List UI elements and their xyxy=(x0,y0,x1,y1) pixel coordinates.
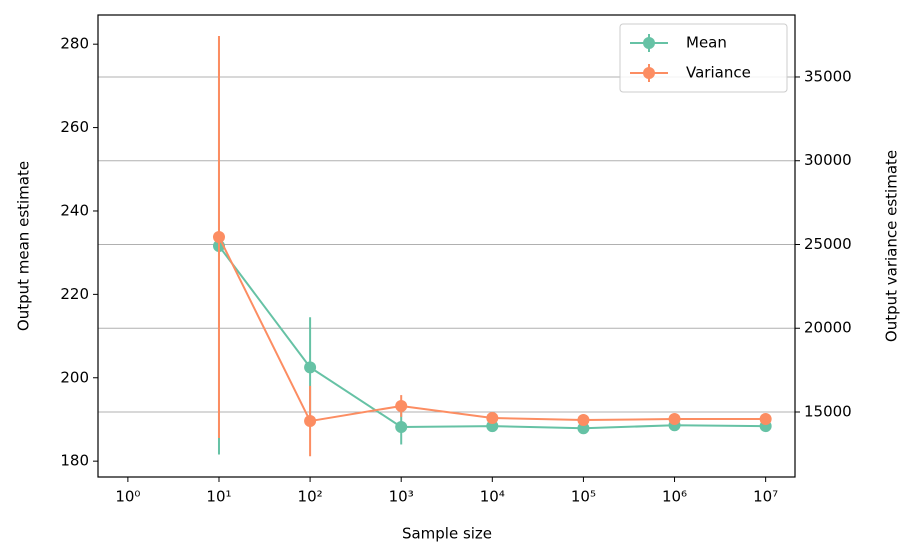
x-tick-label: 10³ xyxy=(389,488,414,506)
marker xyxy=(395,399,408,412)
y2-tick-label: 15000 xyxy=(804,403,852,421)
marker xyxy=(395,420,408,433)
marker xyxy=(577,414,590,427)
x-tick-label: 10² xyxy=(298,488,323,506)
x-tick-label: 10⁰ xyxy=(115,488,140,506)
series-line xyxy=(218,236,766,423)
marker xyxy=(304,361,317,374)
x-tick-label: 10⁵ xyxy=(571,488,596,506)
marker xyxy=(759,413,772,426)
legend-box xyxy=(619,23,788,93)
y-tick-label: 280 xyxy=(60,35,89,53)
legend-marker xyxy=(643,67,655,79)
marker xyxy=(212,230,225,243)
plot-frame xyxy=(97,14,796,478)
legend-marker xyxy=(643,37,655,49)
legend-label: Mean xyxy=(686,34,727,52)
y-axis-label: Output mean estimate xyxy=(15,161,33,331)
y-tick-label: 240 xyxy=(60,201,89,219)
y-tick-label: 260 xyxy=(60,118,89,136)
x-tick-label: 10¹ xyxy=(206,488,231,506)
marker xyxy=(486,412,499,425)
x-tick-label: 10⁴ xyxy=(480,488,505,506)
y2-tick-label: 20000 xyxy=(804,319,852,337)
marker xyxy=(304,415,317,428)
y2-tick-label: 30000 xyxy=(804,151,852,169)
y2-axis-label: Output variance estimate xyxy=(883,150,901,342)
y-tick-label: 200 xyxy=(60,368,89,386)
y2-tick-label: 35000 xyxy=(804,67,852,85)
y2-tick-label: 25000 xyxy=(804,235,852,253)
x-tick-label: 10⁶ xyxy=(662,488,687,506)
marker xyxy=(668,413,681,426)
y-tick-label: 180 xyxy=(60,452,89,470)
x-axis-label: Sample size xyxy=(402,525,492,543)
y-tick-label: 220 xyxy=(60,285,89,303)
x-tick-label: 10⁷ xyxy=(753,488,778,506)
legend-label: Variance xyxy=(686,64,751,82)
